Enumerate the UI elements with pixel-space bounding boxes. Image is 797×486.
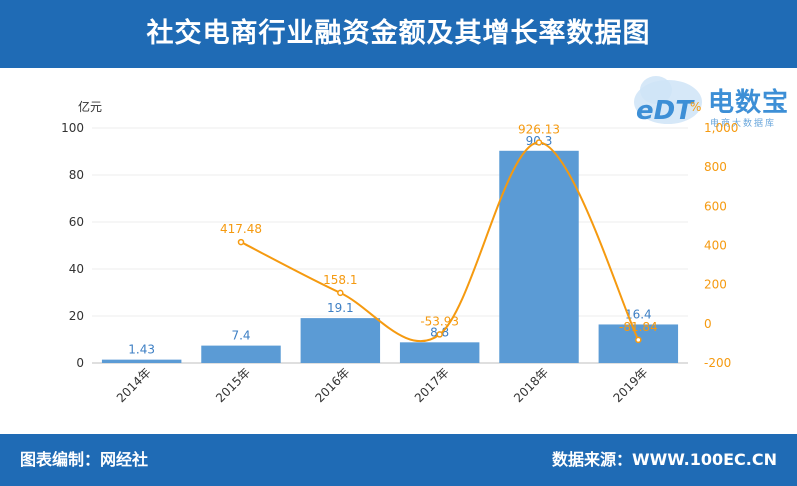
- y-tick-right: -200: [704, 356, 731, 370]
- line-point: [635, 336, 642, 344]
- y-tick-right: 1,000: [704, 121, 738, 135]
- bar-value-label: 1.43: [128, 343, 155, 357]
- x-tick-label: 2018年: [511, 365, 551, 405]
- logo-subtitle: 电商大数据库: [710, 119, 777, 129]
- line-value-label: -53.93: [420, 314, 459, 328]
- footer-bar: 图表编制：网经社 数据来源：WWW.100EC.CN: [0, 434, 797, 486]
- bar-value-label: 19.1: [327, 301, 354, 315]
- right-axis-unit: %: [690, 100, 701, 114]
- page-title: 社交电商行业融资金额及其增长率数据图: [146, 18, 651, 49]
- y-tick-left: 80: [69, 168, 84, 182]
- line-point: [436, 331, 443, 338]
- y-tick-left: 0: [76, 356, 84, 370]
- bar: [201, 345, 281, 363]
- bar: [399, 342, 480, 363]
- chart-credit: 图表编制：网经社: [20, 450, 149, 469]
- left-axis-unit: 亿元: [78, 99, 102, 114]
- x-tick-label: 2015年: [213, 365, 253, 405]
- line-value-label: -81.84: [619, 320, 658, 334]
- y-tick-right: 600: [704, 199, 727, 213]
- line-point: [337, 289, 344, 297]
- logo: [628, 72, 793, 132]
- logo-mark: eDT: [636, 96, 693, 126]
- data-source: 数据来源：WWW.100EC.CN: [551, 450, 777, 469]
- y-tick-right: 400: [704, 239, 727, 253]
- bar: [499, 150, 579, 363]
- x-tick-label: 2019年: [610, 365, 650, 405]
- bar-value-label: 7.4: [231, 329, 250, 343]
- line-value-label: 158.1: [323, 273, 357, 287]
- y-tick-left: 40: [69, 262, 84, 276]
- line-value-label: 926.13: [518, 122, 560, 136]
- y-tick-left: 60: [69, 215, 84, 229]
- y-tick-right: 200: [704, 278, 727, 292]
- logo-name: 电数宝: [708, 88, 790, 118]
- y-tick-left: 20: [69, 309, 84, 323]
- line-point: [237, 238, 245, 246]
- y-tick-left: 100: [61, 121, 84, 135]
- line-value-label: 417.48: [220, 222, 262, 236]
- y-tick-right: 0: [704, 317, 712, 331]
- bar-value-label: 16.4: [625, 307, 652, 321]
- y-tick-right: 800: [704, 160, 727, 174]
- growth-rate-line: [240, 141, 640, 343]
- line-point: [535, 139, 543, 146]
- bar: [101, 359, 182, 363]
- bar: [300, 318, 381, 363]
- x-tick-label: 2016年: [312, 365, 352, 405]
- header-bar: 社交电商行业融资金额及其增长率数据图: [0, 0, 797, 68]
- chart-area: 亿元 % 0 20 40 60 80 100 -200 0 200 400 600 800 1,000…: [61, 99, 738, 405]
- cloud-logo-icon: [634, 76, 702, 124]
- x-tick-label: 2017年: [412, 365, 452, 405]
- bar: [598, 324, 679, 363]
- x-tick-label: 2014年: [114, 365, 154, 405]
